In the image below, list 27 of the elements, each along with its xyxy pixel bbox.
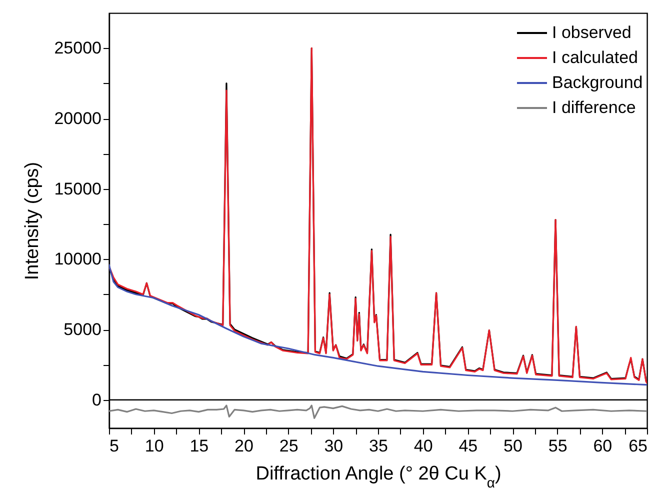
x-tick-label: 60 [593,436,612,456]
y-tick-label: 25000 [54,38,102,58]
y-tick-label: 5000 [64,320,102,340]
x-tick-label: 50 [504,436,522,456]
y-tick-label: 10000 [54,250,102,269]
x-tick-label: 15 [190,436,209,456]
x-tick-label: 45 [458,436,478,456]
legend-label: Background [552,73,643,92]
line-series [109,404,647,419]
x-tick-label: 35 [369,436,388,456]
line-series [109,264,647,386]
x-tick-label: 40 [414,436,433,456]
y-tick-label: 20000 [54,109,102,128]
x-axis-title: Diffraction Angle (° 2θ Cu K$_{α}$) [256,464,502,490]
x-tick-label: 5 [110,436,119,456]
legend-label: I observed [552,23,632,42]
x-tick-label: 20 [234,436,254,456]
x-tick-label: 10 [144,436,164,456]
y-tick-label: 0 [92,390,102,410]
y-tick-label: 15000 [54,179,102,198]
x-tick-label: 30 [324,436,344,456]
x-tick-label: 55 [548,436,568,456]
y-axis-title: Intensity (cps) [22,162,44,280]
x-tick-label: 25 [279,436,298,456]
x-tick-label: 65 [628,436,648,456]
legend-label: I difference [552,98,636,117]
legend-label: I calculated [552,48,638,67]
